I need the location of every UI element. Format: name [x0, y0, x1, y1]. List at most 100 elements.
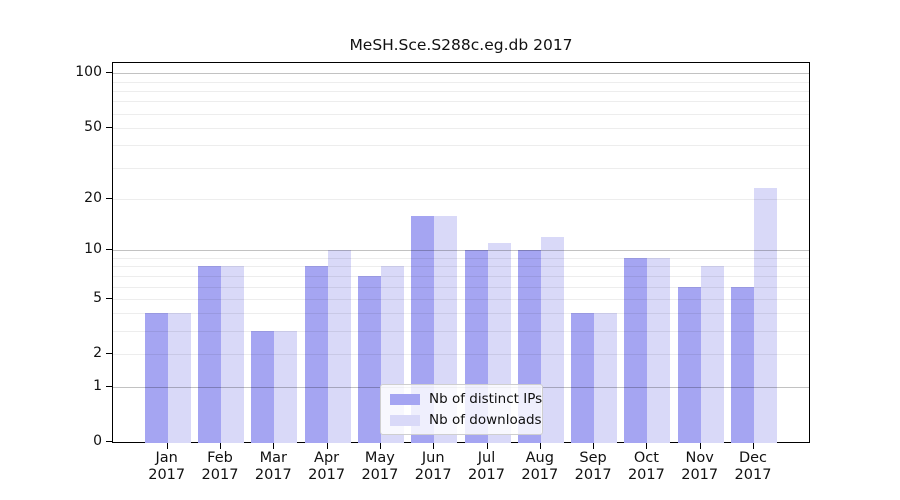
x-tick-year: 2017	[254, 467, 292, 483]
x-tick-month: Aug	[525, 450, 554, 466]
bar-downloads-jan	[167, 313, 191, 443]
minor-gridline-40	[113, 145, 809, 147]
x-tick-label-feb: Feb 2017	[185, 450, 255, 484]
minor-gridline-3	[113, 331, 809, 333]
minor-gridline-7	[113, 275, 809, 277]
x-tick-apr	[326, 443, 328, 449]
bar-distinct-ips-nov	[677, 286, 701, 443]
y-tick-1	[106, 385, 112, 387]
x-tick-label-dec: Dec 2017	[718, 450, 788, 484]
x-tick-month: Feb	[207, 450, 233, 466]
x-tick-label-oct: Oct 2017	[611, 450, 681, 484]
x-tick-nov	[699, 443, 701, 449]
x-tick-month: Dec	[738, 450, 768, 466]
minor-gridline-5	[113, 298, 809, 300]
bar-downloads-sep	[594, 313, 618, 443]
y-tick-label-20: 20	[84, 189, 102, 206]
minor-gridline-50	[113, 127, 809, 129]
bar-downloads-feb	[221, 266, 244, 443]
x-tick-month: Jan	[155, 450, 178, 466]
legend: Nb of distinct IPs Nb of downloads	[380, 384, 543, 435]
major-gridline-100	[113, 73, 809, 75]
y-tick-10	[106, 249, 112, 251]
x-tick-month: Jun	[421, 450, 445, 466]
y-tick-5	[106, 297, 112, 299]
x-tick-year: 2017	[308, 467, 346, 483]
x-tick-month: Sep	[579, 450, 607, 466]
legend-item-distinct-ips: Nb of distinct IPs	[390, 391, 542, 407]
x-tick-label-jul: Jul 2017	[452, 450, 522, 484]
y-tick-100	[106, 72, 112, 74]
bar-downloads-apr	[327, 250, 351, 443]
x-tick-aug	[539, 443, 541, 449]
bar-downloads-oct	[647, 258, 671, 443]
y-tick-label-1: 1	[93, 377, 102, 394]
y-tick-label-0: 0	[93, 433, 102, 449]
x-tick-month: Apr	[314, 450, 340, 466]
x-tick-month: Nov	[685, 450, 714, 466]
x-tick-year: 2017	[361, 467, 399, 483]
bar-downloads-mar	[274, 331, 298, 443]
minor-gridline-4	[113, 313, 809, 315]
bar-distinct-ips-apr	[304, 266, 328, 443]
bar-distinct-ips-mar	[251, 331, 275, 443]
x-tick-label-mar: Mar 2017	[238, 450, 308, 484]
x-tick-jul	[486, 443, 488, 449]
minor-gridline-90	[113, 81, 809, 83]
x-tick-label-jun: Jun 2017	[398, 450, 468, 484]
x-tick-label-jan: Jan 2017	[132, 450, 202, 484]
x-tick-year: 2017	[574, 467, 612, 483]
x-tick-jan	[166, 443, 168, 449]
x-tick-dec	[753, 443, 754, 449]
x-tick-label-aug: Aug 2017	[505, 450, 575, 484]
plot-area: Nb of distinct IPs Nb of downloads	[112, 62, 810, 443]
legend-swatch-downloads	[390, 414, 420, 426]
x-tick-month: Mar	[259, 450, 287, 466]
minor-gridline-20	[113, 198, 809, 200]
bar-distinct-ips-oct	[624, 258, 648, 443]
bar-downloads-nov	[700, 266, 724, 443]
x-tick-oct	[646, 443, 648, 449]
y-tick-20	[106, 197, 112, 199]
bar-downloads-dec	[754, 188, 777, 443]
minor-gridline-60	[113, 113, 809, 115]
x-tick-feb	[220, 443, 221, 449]
x-tick-label-sep: Sep 2017	[558, 450, 628, 484]
x-tick-label-may: May 2017	[345, 450, 415, 484]
x-tick-month: Oct	[633, 450, 659, 466]
y-tick-0	[106, 441, 112, 442]
x-tick-month: Jul	[477, 450, 496, 466]
x-tick-year: 2017	[681, 467, 719, 483]
y-tick-label-100: 100	[75, 64, 102, 81]
y-tick-label-2: 2	[93, 345, 102, 362]
x-tick-jun	[433, 443, 435, 449]
bar-distinct-ips-dec	[731, 286, 754, 443]
legend-label-distinct-ips: Nb of distinct IPs	[429, 391, 543, 407]
y-tick-label-50: 50	[84, 118, 102, 135]
minor-gridline-80	[113, 90, 809, 92]
x-tick-year: 2017	[414, 467, 452, 483]
chart-title: MeSH.Sce.S288c.eg.db 2017	[349, 36, 573, 54]
bar-distinct-ips-may	[357, 275, 381, 443]
bar-distinct-ips-feb	[198, 266, 221, 443]
y-tick-label-5: 5	[93, 289, 102, 306]
x-tick-month: May	[364, 450, 395, 466]
x-tick-may	[379, 443, 381, 449]
minor-gridline-9	[113, 258, 809, 259]
minor-gridline-6	[113, 286, 809, 288]
major-gridline-10	[113, 250, 809, 252]
x-tick-year: 2017	[468, 467, 505, 483]
x-tick-year: 2017	[734, 467, 772, 483]
minor-gridline-70	[113, 101, 809, 103]
bar-downloads-aug	[540, 237, 564, 443]
y-tick-label-10: 10	[84, 241, 102, 258]
x-tick-year: 2017	[521, 467, 559, 483]
x-tick-year: 2017	[148, 467, 186, 483]
y-tick-50	[106, 126, 112, 128]
x-tick-year: 2017	[201, 467, 239, 483]
legend-item-downloads: Nb of downloads	[390, 412, 542, 428]
minor-gridline-8	[113, 266, 809, 268]
minor-gridline-2	[113, 354, 809, 356]
x-tick-sep	[593, 443, 595, 449]
